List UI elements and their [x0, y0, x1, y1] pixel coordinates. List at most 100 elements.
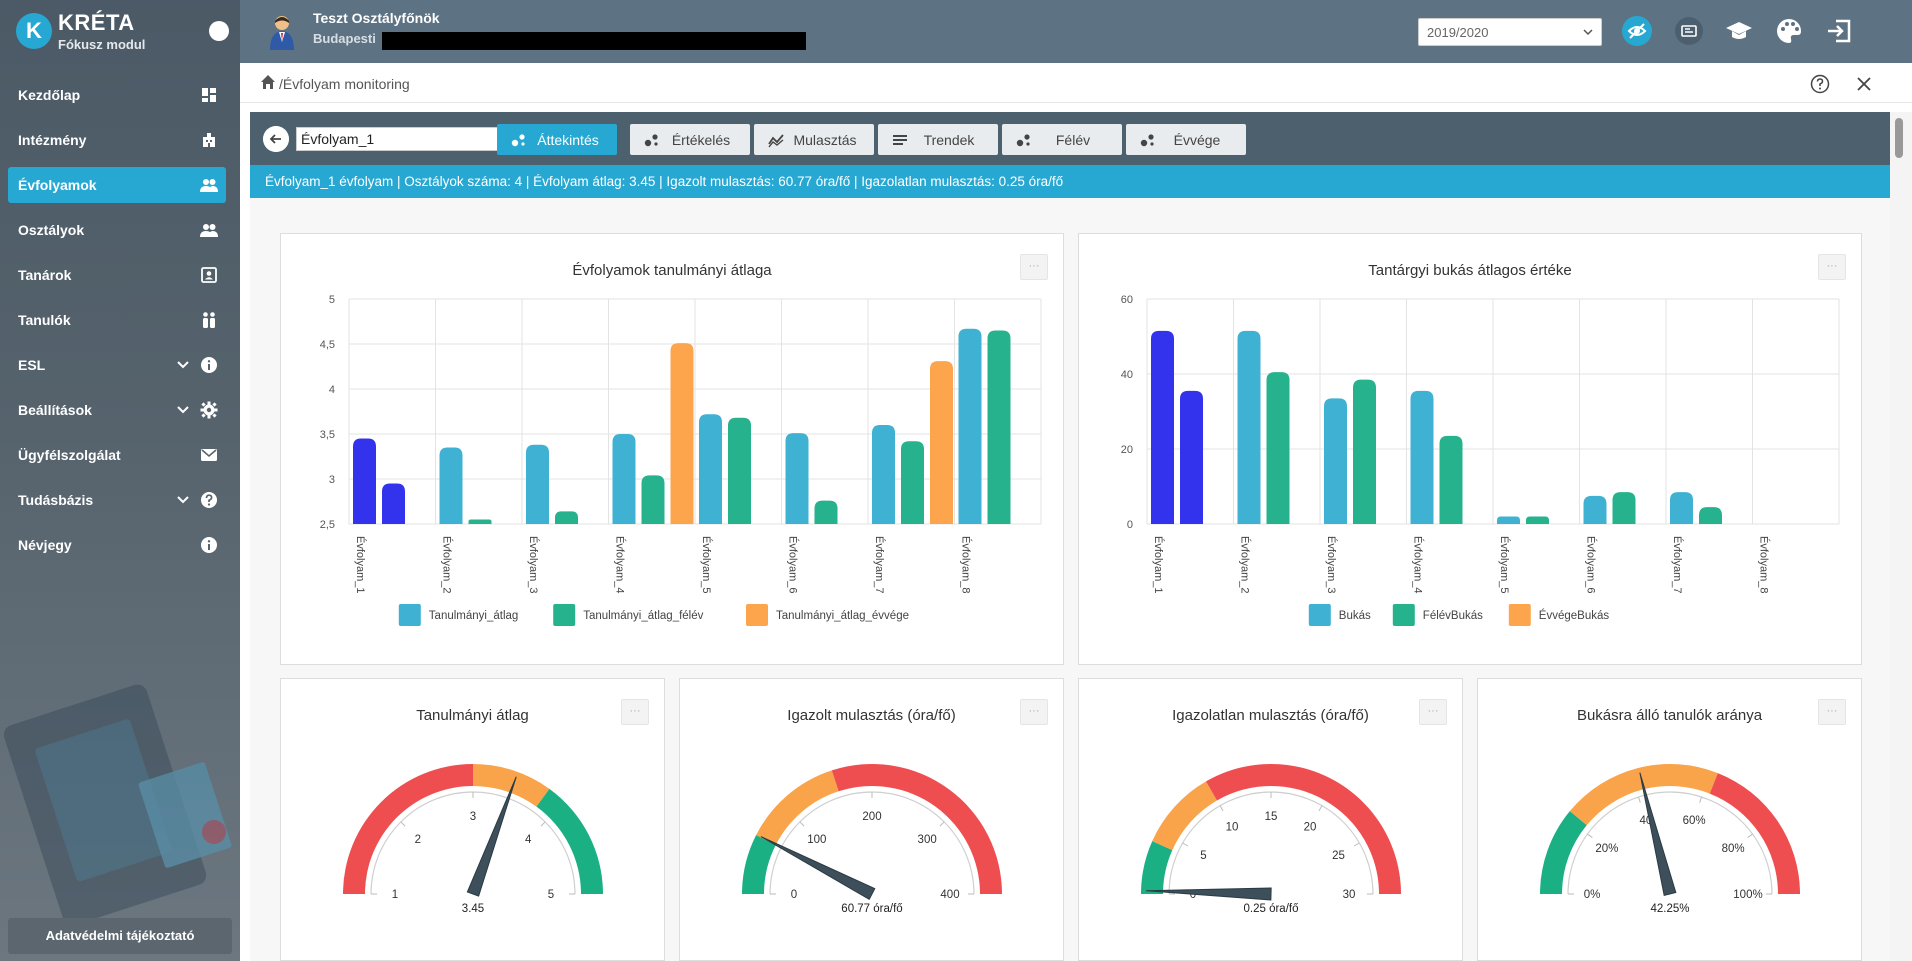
bar-FélévBukás-Évfolyam_7[interactable] — [1699, 507, 1722, 524]
user-avatar-icon[interactable] — [268, 14, 296, 50]
legend-swatch[interactable] — [398, 604, 421, 626]
bar-Tanulmányi_átlag_félév-Évfolyam_8[interactable] — [987, 330, 1011, 525]
bar-Bukás-Évfolyam_1[interactable] — [1151, 330, 1174, 524]
chart-menu-button[interactable]: ··· — [1818, 254, 1846, 280]
chart-menu-button[interactable]: ··· — [1020, 699, 1048, 725]
sidebar-item-ugyfelszolgalat[interactable]: Ügyfélszolgálat — [8, 437, 226, 473]
privacy-notice-button[interactable]: Adatvédelmi tájékoztató — [8, 918, 232, 954]
bar-Tanulmányi_átlag-Évfolyam_2[interactable] — [439, 447, 463, 525]
tab-ertekeles[interactable]: Értékelés — [630, 124, 750, 155]
kreta-logo-icon[interactable]: K — [16, 13, 52, 49]
legend-label[interactable]: Tanulmányi_átlag — [429, 610, 519, 622]
previous-grade-button[interactable] — [263, 126, 289, 152]
sidebar-item-evfolyamok[interactable]: Évfolyamok — [8, 167, 226, 203]
y-tick-label: 3 — [329, 474, 335, 486]
tab-trendek[interactable]: Trendek — [878, 124, 998, 155]
lines-icon — [893, 135, 907, 145]
bar-Tanulmányi_átlag-Évfolyam_1[interactable] — [353, 438, 376, 525]
bar-Bukás-Évfolyam_3[interactable] — [1324, 398, 1347, 524]
bar-Tanulmányi_átlag-Évfolyam_8[interactable] — [958, 328, 982, 524]
gauge-band — [742, 834, 776, 894]
bar-FélévBukás-Évfolyam_1[interactable] — [1180, 390, 1203, 524]
legend-label[interactable]: Tanulmányi_átlag_félév — [583, 610, 703, 622]
bar-Tanulmányi_átlag-Évfolyam_3[interactable] — [526, 444, 549, 524]
chart-menu-button[interactable]: ··· — [1020, 254, 1048, 280]
sidebar-item-tanulok[interactable]: Tanulók — [8, 302, 226, 338]
gauge-tick-label: 25 — [1332, 850, 1345, 862]
legend-swatch[interactable] — [1392, 604, 1415, 626]
gauge-band — [1152, 781, 1217, 851]
sidebar-item-kezdolap[interactable]: Kezdőlap — [8, 77, 226, 113]
tab-evvege[interactable]: Évvége — [1126, 124, 1246, 155]
sidebar-item-tudasbazis[interactable]: Tudásbázis — [8, 482, 226, 518]
legend-label[interactable]: ÉvvégeBukás — [1539, 609, 1610, 622]
bar-Tanulmányi_átlag_félév-Évfolyam_5[interactable] — [728, 417, 751, 524]
legend-swatch[interactable] — [746, 604, 768, 626]
bar-Tanulmányi_átlag-Évfolyam_7[interactable] — [872, 425, 895, 524]
bar-FélévBukás-Évfolyam_5[interactable] — [1526, 516, 1549, 525]
bar-Tanulmányi_átlag_félév-Évfolyam_1[interactable] — [382, 483, 405, 525]
palette-icon[interactable] — [1774, 16, 1804, 46]
legend-label[interactable]: Tanulmányi_átlag_évvége — [776, 610, 909, 622]
sidebar-item-tanarok[interactable]: Tanárok — [8, 257, 226, 293]
bar-FélévBukás-Évfolyam_4[interactable] — [1439, 435, 1463, 524]
bar-Tanulmányi_átlag-Évfolyam_5[interactable] — [699, 414, 722, 524]
bar-Tanulmányi_átlag-Évfolyam_4[interactable] — [612, 434, 636, 524]
legend-swatch[interactable] — [1508, 604, 1531, 626]
bar-FélévBukás-Évfolyam_3[interactable] — [1353, 379, 1376, 524]
legend-swatch[interactable] — [1308, 604, 1331, 626]
gauge-tick — [1638, 796, 1641, 803]
bar-Tanulmányi_átlag_félév-Évfolyam_6[interactable] — [814, 500, 838, 524]
school-year-select[interactable]: 2019/2020 — [1418, 18, 1602, 46]
chart-menu-button[interactable]: ··· — [621, 699, 649, 725]
sidebar-item-esl[interactable]: ESL — [8, 347, 226, 383]
bar-Bukás-Évfolyam_7[interactable] — [1670, 492, 1693, 524]
bar-Tanulmányi_átlag_félév-Évfolyam_3[interactable] — [555, 511, 578, 524]
close-icon[interactable] — [1855, 75, 1873, 93]
page-scrollbar[interactable] — [1890, 112, 1912, 961]
id-card-icon[interactable] — [1674, 16, 1704, 46]
sidebar-item-intezmeny[interactable]: Intézmény — [8, 122, 226, 158]
chart-card-failure-rate: Tantárgyi bukás átlagos értéke ··· 0 20 40… — [1078, 233, 1862, 665]
bar-Tanulmányi_átlag_félév-Évfolyam_4[interactable] — [641, 475, 665, 524]
tab-mulasztas[interactable]: Mulasztás — [754, 124, 874, 155]
bar-Tanulmányi_átlag_évvége-Évfolyam_4[interactable] — [670, 343, 694, 524]
graduation-cap-icon[interactable] — [1724, 16, 1754, 46]
bar-Bukás-Évfolyam_2[interactable] — [1237, 330, 1261, 524]
tab-felev[interactable]: Félév — [1002, 124, 1122, 155]
gauge-tick-label: 100 — [807, 834, 826, 846]
bar-Tanulmányi_átlag_félév-Évfolyam_7[interactable] — [901, 441, 924, 524]
tab-attekintes[interactable]: Áttekintés — [497, 124, 617, 155]
scrollbar-thumb[interactable] — [1895, 118, 1903, 158]
tab-label: Mulasztás — [793, 132, 857, 148]
legend-label[interactable]: FélévBukás — [1423, 610, 1483, 622]
home-icon[interactable] — [260, 74, 276, 90]
eye-off-icon[interactable] — [1622, 16, 1652, 46]
chevron-down-icon[interactable] — [176, 402, 190, 416]
bar-Bukás-Évfolyam_4[interactable] — [1410, 390, 1434, 524]
user-institution: Budapesti — [313, 31, 376, 46]
bar-FélévBukás-Évfolyam_2[interactable] — [1266, 372, 1290, 524]
bar-Bukás-Évfolyam_5[interactable] — [1497, 516, 1520, 525]
gauge-tick-label: 30 — [1343, 889, 1356, 901]
chevron-down-icon[interactable] — [176, 492, 190, 506]
chart-menu-button[interactable]: ··· — [1419, 699, 1447, 725]
legend-swatch[interactable] — [553, 604, 576, 626]
sidebar-item-nevjegy[interactable]: Névjegy — [8, 527, 226, 563]
chart-menu-button[interactable]: ··· — [1818, 699, 1846, 725]
sidebar-item-label: Beállítások — [18, 402, 92, 418]
gauge-band — [1141, 841, 1173, 894]
sidebar-toggle-button[interactable] — [209, 21, 229, 41]
bar-Tanulmányi_átlag_félév-Évfolyam_2[interactable] — [468, 519, 492, 525]
logout-icon[interactable] — [1824, 16, 1854, 46]
y-tick-label: 5 — [329, 294, 335, 306]
sidebar-item-osztalyok[interactable]: Osztályok — [8, 212, 226, 248]
bar-Tanulmányi_átlag_évvége-Évfolyam_7[interactable] — [930, 361, 953, 524]
help-icon[interactable] — [1810, 74, 1830, 94]
legend-label[interactable]: Bukás — [1339, 610, 1371, 622]
sidebar-item-beallitasok[interactable]: Beállítások — [8, 392, 226, 428]
bar-FélévBukás-Évfolyam_6[interactable] — [1612, 492, 1636, 524]
chevron-down-icon[interactable] — [176, 357, 190, 371]
bar-Bukás-Évfolyam_6[interactable] — [1583, 495, 1607, 524]
bar-Tanulmányi_átlag-Évfolyam_6[interactable] — [785, 433, 809, 524]
